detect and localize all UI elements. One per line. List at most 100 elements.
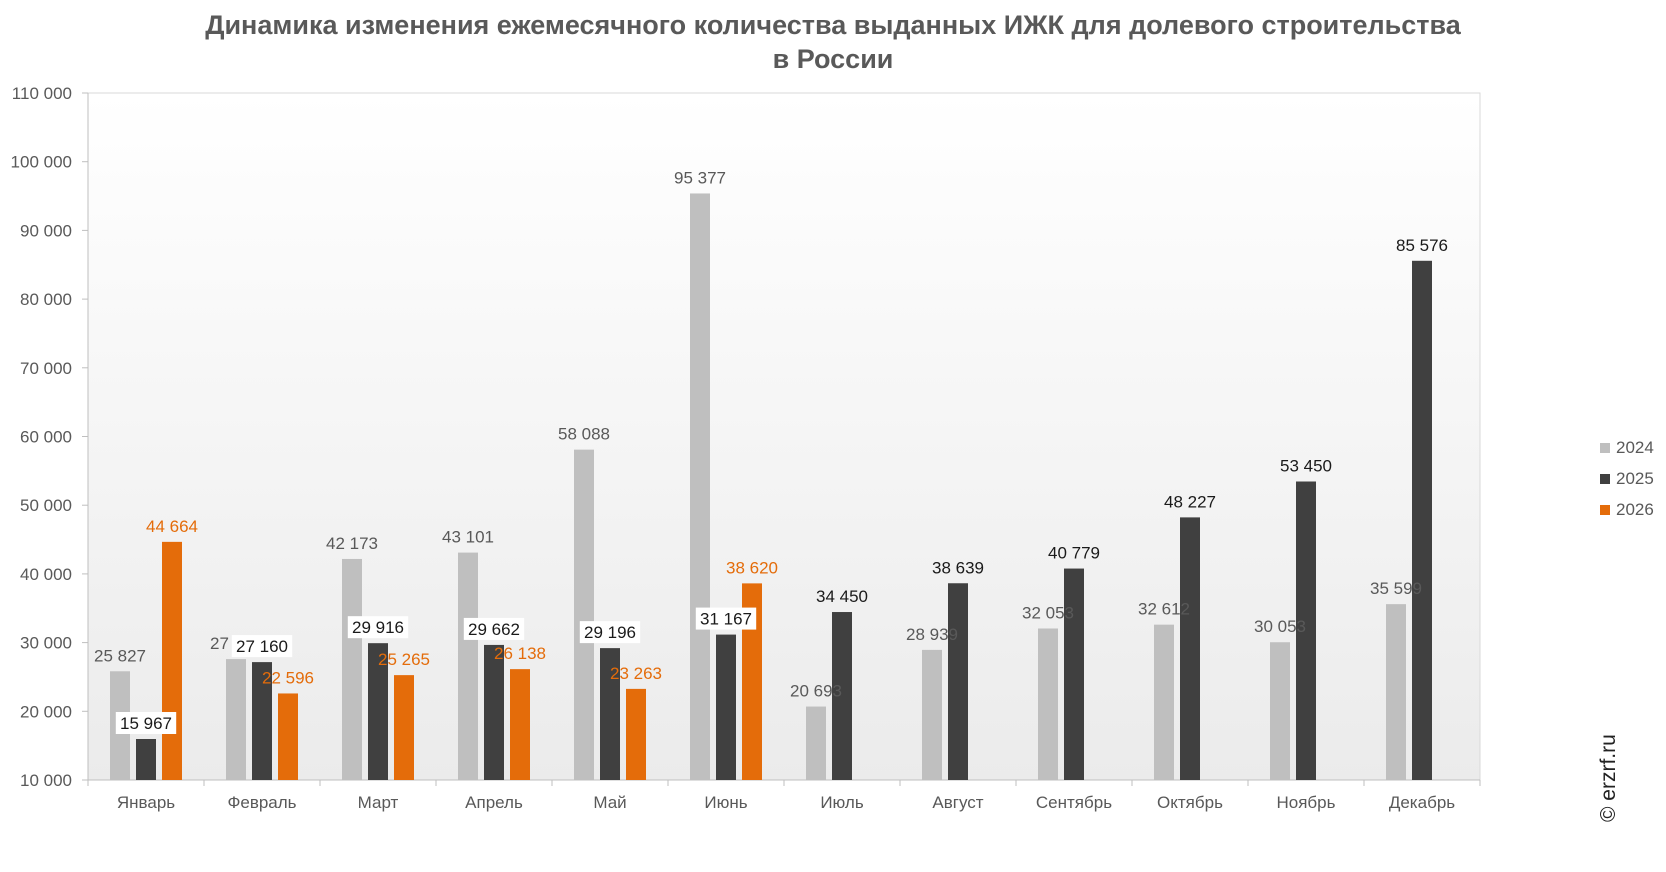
data-label-2025-0: 15 967	[120, 714, 172, 733]
legend: 2024 2025 2026	[1600, 432, 1654, 525]
data-label-2025-1: 27 160	[236, 637, 288, 656]
bar-2024-10	[1270, 642, 1290, 780]
y-tick-label: 60 000	[20, 428, 72, 447]
data-label-2024-7: 28 939	[906, 625, 958, 644]
watermark: © erzrf.ru	[1597, 734, 1620, 822]
x-axis: Январь Февраль Март Апрель Май Июнь Июль Август…	[87, 779, 1481, 812]
bar-2025-0	[136, 739, 156, 780]
y-tick-label: 50 000	[20, 496, 72, 515]
data-label-2024-4: 58 088	[558, 425, 610, 444]
x-tick-label: Сентябрь	[1036, 793, 1112, 812]
data-label-2025-11: 85 576	[1396, 236, 1448, 255]
legend-swatch	[1600, 473, 1610, 484]
x-tick-label: Июль	[820, 793, 864, 812]
data-label-2024-5: 95 377	[674, 168, 726, 187]
y-tick-label: 70 000	[20, 359, 72, 378]
y-tick-label: 110 000	[12, 84, 72, 103]
x-tick-label: Июнь	[704, 793, 747, 812]
data-label-2024-0: 25 827	[94, 646, 146, 665]
x-tick-label: Август	[932, 793, 983, 812]
bar-2024-9	[1154, 624, 1174, 780]
data-label-2025-5: 31 167	[700, 610, 752, 629]
data-label-bg	[115, 712, 177, 735]
data-label-2026-4: 23 263	[610, 664, 662, 683]
data-label-bg	[579, 621, 641, 644]
bar-2025-9	[1180, 517, 1200, 780]
bar-2026-5	[742, 583, 762, 780]
data-label-2024-9: 32 612	[1138, 600, 1190, 619]
legend-swatch	[1600, 504, 1610, 515]
bar-2025-6	[832, 612, 852, 780]
bar-2025-3	[484, 644, 504, 780]
data-label-2025-10: 53 450	[1280, 456, 1332, 475]
bar-2024-5	[690, 193, 710, 780]
x-tick-label: Февраль	[227, 793, 296, 812]
legend-item-2025: 2025	[1600, 463, 1654, 494]
bar-2024-3	[458, 552, 478, 780]
legend-label: 2026	[1616, 499, 1654, 519]
bar-2024-7	[922, 649, 942, 780]
bar-2025-1	[252, 662, 272, 780]
x-tick-label: Март	[358, 793, 399, 812]
y-tick-label: 90 000	[20, 221, 72, 240]
x-tick-label: Ноябрь	[1277, 793, 1336, 812]
plot-area	[87, 92, 1481, 781]
data-label-2025-7: 38 639	[932, 558, 984, 577]
data-label-2024-6: 20 693	[790, 682, 842, 701]
data-label-2024-11: 35 599	[1370, 579, 1422, 598]
data-label-2026-5: 38 620	[726, 558, 778, 577]
y-tick-label: 40 000	[20, 565, 72, 584]
y-tick-label: 10 000	[20, 771, 72, 790]
bar-2025-7	[948, 583, 968, 780]
data-label-2026-3: 26 138	[494, 644, 546, 663]
bar-2025-4	[600, 648, 620, 780]
chart-title: Динамика изменения ежемесячного количест…	[0, 8, 1666, 76]
y-tick-label: 30 000	[20, 634, 72, 653]
bar-2025-2	[368, 643, 388, 780]
data-label-2025-4: 29 196	[584, 623, 636, 642]
x-tick-label: Апрель	[465, 793, 523, 812]
data-label-bg	[695, 607, 757, 630]
data-label-2025-9: 48 227	[1164, 492, 1216, 511]
data-label-2024-3: 43 101	[442, 528, 494, 547]
bar-2024-1	[226, 659, 246, 780]
bar-2026-4	[626, 688, 646, 780]
bar-2024-2	[342, 558, 362, 780]
y-tick-label: 100 000	[11, 153, 72, 172]
data-label-2025-6: 34 450	[816, 587, 868, 606]
bar-2025-10	[1296, 481, 1316, 780]
data-label-2025-2: 29 916	[352, 618, 404, 637]
bar-2025-5	[716, 634, 736, 780]
bar-2026-0	[162, 541, 182, 780]
bar-2026-1	[278, 693, 298, 780]
y-tick-label: 80 000	[20, 290, 72, 309]
legend-label: 2025	[1616, 468, 1654, 488]
data-label-2024-10: 30 053	[1254, 617, 1306, 636]
data-label-bg	[231, 635, 293, 658]
bar-2026-3	[510, 669, 530, 780]
bar-2026-2	[394, 675, 414, 780]
bar-2024-6	[806, 706, 826, 780]
data-label-2024-8: 32 053	[1022, 603, 1074, 622]
data-label-2026-0: 44 664	[146, 517, 198, 536]
legend-item-2024: 2024	[1600, 432, 1654, 463]
bar-2025-8	[1064, 568, 1084, 780]
y-axis: 10 000 20 000 30 000 40 000 50 000 60 000 70 0…	[11, 84, 89, 790]
data-label-2025-8: 40 779	[1048, 544, 1100, 563]
data-label-bg	[463, 617, 525, 640]
bar-2024-4	[574, 449, 594, 780]
chart-title-line-1: Динамика изменения ежемесячного количест…	[205, 10, 1461, 40]
y-tick-label: 20 000	[20, 702, 72, 721]
data-label-2026-1: 22 596	[262, 668, 314, 687]
data-label-bg	[347, 616, 409, 639]
bar-2024-11	[1386, 604, 1406, 780]
x-tick-label: Январь	[117, 793, 175, 812]
legend-label: 2024	[1616, 437, 1654, 457]
data-label-2026-2: 25 265	[378, 650, 430, 669]
chart-title-line-2: в России	[772, 44, 894, 74]
bar-2024-8	[1038, 628, 1058, 780]
x-tick-label: Май	[593, 793, 626, 812]
data-label-2024-2: 42 173	[326, 534, 378, 553]
